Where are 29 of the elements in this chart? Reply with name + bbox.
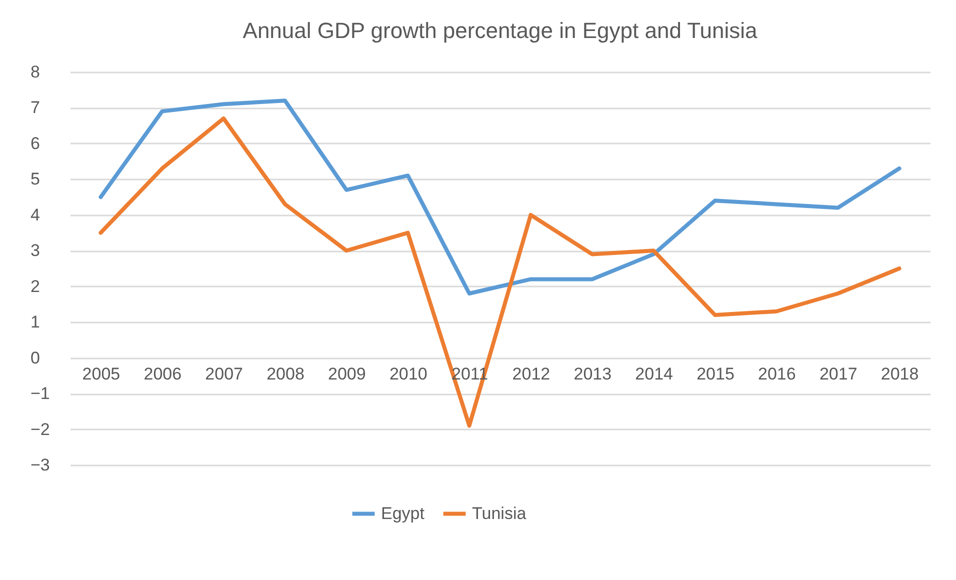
y-tick-label: 5: [30, 170, 40, 189]
y-tick-label: 2: [30, 276, 40, 296]
x-tick-label: 2013: [574, 364, 612, 384]
y-tick-label: 8: [30, 62, 40, 82]
y-tick-label: −1: [30, 384, 50, 404]
x-tick-label: 2012: [512, 364, 550, 384]
y-tick-label: 0: [30, 348, 40, 368]
x-tick-label: 2010: [389, 364, 428, 384]
y-tick-label: 4: [30, 205, 40, 224]
x-tick-label: 2016: [758, 364, 796, 384]
y-tick-label: −3: [30, 456, 50, 474]
x-tick-label: 2007: [205, 364, 243, 384]
y-tick-label: 1: [30, 312, 40, 332]
chart-title: Annual GDP growth percentage in Egypt and Tunisia: [242, 18, 758, 43]
y-tick-label: −2: [30, 420, 50, 439]
x-tick-label: 2005: [82, 364, 120, 384]
y-tick-label: 3: [30, 241, 40, 260]
x-tick-label: 2009: [328, 364, 366, 384]
x-tick-label: 2014: [635, 364, 673, 384]
y-tick-label: 7: [30, 98, 40, 118]
x-tick-label: 2018: [880, 364, 919, 384]
x-tick-label: 2008: [266, 364, 304, 384]
legend-label: Egypt: [381, 504, 425, 523]
line-series: [98, 98, 902, 296]
x-tick-label: 2015: [696, 364, 734, 384]
y-tick-label: 6: [30, 134, 40, 153]
legend-label: Tunisia: [472, 504, 527, 523]
x-tick-label: 2006: [144, 364, 182, 384]
x-tick-label: 2017: [819, 364, 858, 384]
